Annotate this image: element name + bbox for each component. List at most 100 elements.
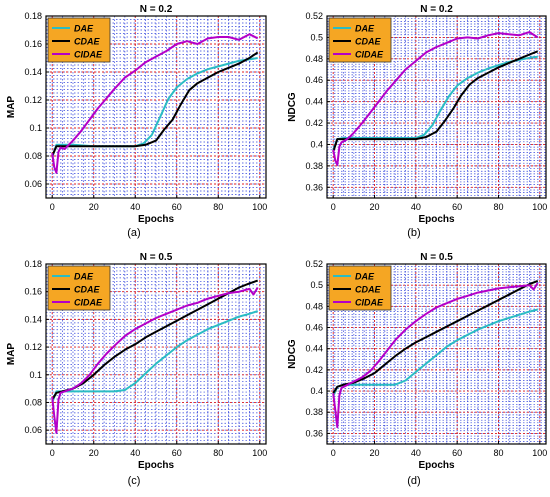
x-tick-label: 80 xyxy=(493,202,503,212)
plot-frame xyxy=(45,15,267,199)
grid xyxy=(46,15,266,198)
y-tick-label: 0.06 xyxy=(24,425,42,435)
series-line-cidae xyxy=(51,33,259,174)
x-tick-label: 60 xyxy=(452,202,462,212)
x-tick-label: 0 xyxy=(331,202,336,212)
series-line-dae xyxy=(51,57,258,158)
x-tick-label: 0 xyxy=(331,448,336,458)
y-tick-label: 0.08 xyxy=(24,151,42,161)
legend: DAE CDAE CIDAE xyxy=(328,17,392,63)
x-tick-label: 40 xyxy=(130,448,140,458)
y-tick-label: 0.16 xyxy=(24,287,42,297)
legend: DAE CDAE CIDAE xyxy=(47,265,111,311)
y-tick-label: 0.38 xyxy=(305,161,323,171)
y-tick-label: 0.5 xyxy=(310,32,323,42)
chart-panel-1: 0 20 40 60 80 100 0.06 0.08 0.1 0.12 0.14 0.16 0.18 N… xyxy=(6,4,267,225)
y-tick-label: 0.46 xyxy=(305,323,323,333)
series-line-dae xyxy=(332,308,538,397)
legend-label-cidae: CIDAE xyxy=(355,298,384,308)
x-axis-label: Epochs xyxy=(138,214,175,225)
chart-panel-3: 0 20 40 60 80 100 0.06 0.08 0.1 0.12 0.14 0.16 0.18 N… xyxy=(6,252,267,471)
x-tick-label: 0 xyxy=(50,202,55,212)
legend: DAE CDAE CIDAE xyxy=(47,17,111,63)
x-tick-label: 20 xyxy=(89,202,99,212)
chart-panel-4: 0 20 40 60 80 100 0.36 0.38 0.4 0.42 0.44 0.46 0.48 0… xyxy=(287,252,547,471)
y-tick-label: 0.52 xyxy=(305,259,323,269)
legend-label-cidae: CIDAE xyxy=(355,50,384,60)
y-tick-label: 0.1 xyxy=(29,370,42,380)
x-tick-label: 100 xyxy=(252,202,267,212)
legend-label-dae: DAE xyxy=(355,24,375,34)
x-tick-label: 20 xyxy=(370,448,380,458)
x-tick-label: 60 xyxy=(452,448,462,458)
series-line-cidae xyxy=(332,282,539,429)
legend-label-cdae: CDAE xyxy=(74,37,100,47)
y-tick-label: 0.18 xyxy=(24,11,42,21)
plot-frame xyxy=(326,263,547,445)
y-tick-label: 0.42 xyxy=(305,118,323,128)
series-line-cdae xyxy=(51,51,259,157)
x-axis-label: Epochs xyxy=(418,214,455,225)
grid xyxy=(46,263,266,444)
plot-frame xyxy=(326,15,547,199)
x-tick-label: 100 xyxy=(532,202,547,212)
panel-caption: (a) xyxy=(127,227,140,239)
y-tick-label: 0.5 xyxy=(310,280,323,290)
series-line-cdae xyxy=(332,50,539,153)
x-tick-label: 60 xyxy=(172,448,182,458)
series-line-dae xyxy=(332,55,538,151)
x-axis-label: Epochs xyxy=(138,460,175,471)
y-tick-label: 0.14 xyxy=(24,314,42,324)
x-tick-label: 100 xyxy=(532,448,547,458)
chart-title: N = 0.5 xyxy=(420,252,453,263)
chart-panel-2: 0 20 40 60 80 100 0.36 0.38 0.4 0.42 0.44 0.46 0.48 0… xyxy=(287,4,547,225)
legend-label-cdae: CDAE xyxy=(74,285,100,295)
y-axis-label: NDCG xyxy=(287,339,298,369)
chart-title: N = 0.5 xyxy=(140,252,173,263)
y-tick-label: 0.4 xyxy=(310,386,323,396)
y-tick-label: 0.42 xyxy=(305,365,323,375)
y-tick-label: 0.4 xyxy=(310,139,323,149)
y-tick-label: 0.48 xyxy=(305,54,323,64)
y-tick-label: 0.36 xyxy=(305,182,323,192)
y-tick-label: 0.44 xyxy=(305,344,323,354)
plot-frame xyxy=(45,263,267,445)
x-tick-label: 60 xyxy=(172,202,182,212)
y-tick-label: 0.16 xyxy=(24,39,42,49)
y-tick-label: 0.12 xyxy=(24,342,42,352)
panel-caption: (c) xyxy=(128,475,141,487)
x-tick-label: 40 xyxy=(411,202,421,212)
y-tick-label: 0.52 xyxy=(305,11,323,21)
x-tick-label: 20 xyxy=(89,448,99,458)
x-tick-label: 0 xyxy=(50,448,55,458)
panel-caption: (d) xyxy=(407,475,420,487)
series-line-dae xyxy=(51,310,259,403)
series-line-cidae xyxy=(51,286,259,434)
series-line-cidae xyxy=(332,31,539,166)
x-tick-label: 80 xyxy=(213,448,223,458)
x-tick-label: 40 xyxy=(411,448,421,458)
x-tick-label: 100 xyxy=(252,448,267,458)
legend-label-cdae: CDAE xyxy=(355,37,381,47)
y-tick-label: 0.08 xyxy=(24,397,42,407)
legend: DAE CDAE CIDAE xyxy=(328,265,392,311)
y-tick-label: 0.48 xyxy=(305,301,323,311)
x-axis-label: Epochs xyxy=(418,460,455,471)
y-tick-label: 0.46 xyxy=(305,75,323,85)
y-tick-label: 0.06 xyxy=(24,179,42,189)
legend-label-dae: DAE xyxy=(74,24,94,34)
y-tick-label: 0.38 xyxy=(305,407,323,417)
y-axis-label: NDCG xyxy=(287,92,298,122)
chart-title: N = 0.2 xyxy=(420,4,453,15)
panel-caption: (b) xyxy=(407,227,420,239)
legend-label-cidae: CIDAE xyxy=(74,50,103,60)
y-tick-label: 0.36 xyxy=(305,428,323,438)
y-tick-label: 0.12 xyxy=(24,95,42,105)
x-tick-label: 80 xyxy=(493,448,503,458)
legend-label-dae: DAE xyxy=(74,272,94,282)
legend-label-cidae: CIDAE xyxy=(74,298,103,308)
x-tick-label: 20 xyxy=(370,202,380,212)
x-tick-label: 80 xyxy=(213,202,223,212)
